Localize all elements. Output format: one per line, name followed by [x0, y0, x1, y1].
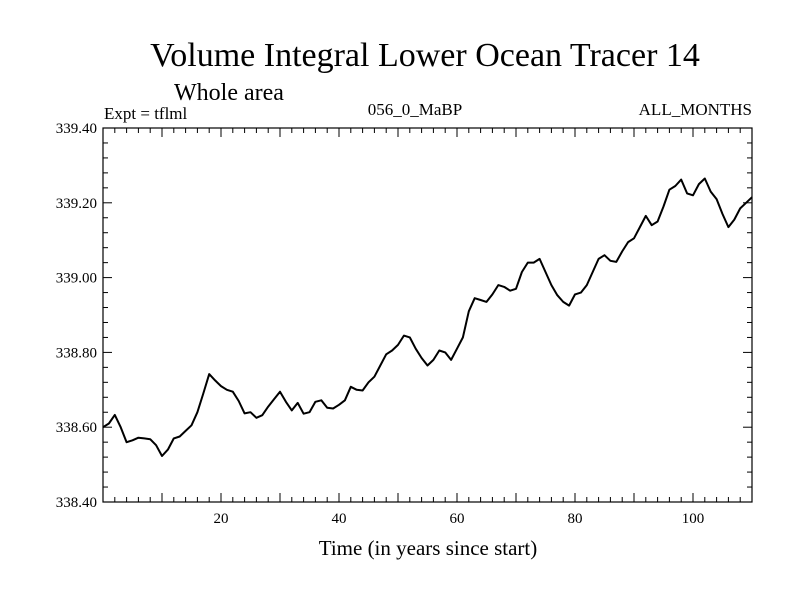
y-tick-label: 338.40: [56, 495, 97, 511]
x-tick-label: 100: [682, 511, 705, 527]
y-tick-label: 339.40: [56, 121, 97, 137]
x-tick-label: 20: [214, 511, 229, 527]
months-label: ALL_MONTHS: [639, 100, 752, 119]
x-tick-label: 60: [450, 511, 465, 527]
x-axis-label: Time (in years since start): [319, 536, 538, 560]
y-tick-label: 339.20: [56, 196, 97, 212]
experiment-label: Expt = tflml: [104, 104, 188, 123]
plot-frame: [102, 127, 753, 503]
axes: 20 40 60 80 100 338.40 338.60 338.80 339.00 339.2…: [56, 121, 753, 527]
x-tick-label: 80: [568, 511, 583, 527]
x-tick-label: 40: [332, 511, 347, 527]
y-tick-label: 338.80: [56, 345, 97, 361]
period-label: 056_0_MaBP: [368, 100, 462, 119]
y-tick-label: 339.00: [56, 271, 97, 287]
y-tick-label: 338.60: [56, 420, 97, 436]
series-group: [102, 177, 753, 457]
series-line: [102, 177, 753, 457]
chart-subtitle: Whole area: [174, 80, 284, 106]
chart-title: Volume Integral Lower Ocean Tracer 14: [150, 37, 700, 74]
